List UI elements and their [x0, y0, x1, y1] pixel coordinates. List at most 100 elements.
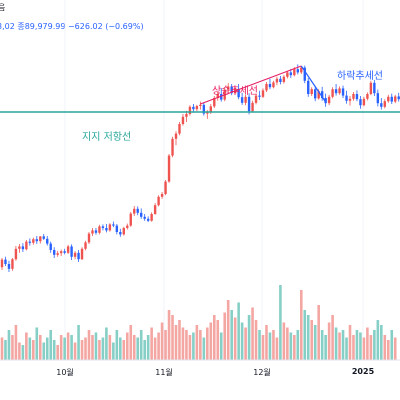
volume-bar [171, 315, 174, 360]
volume-bar [66, 332, 70, 360]
volume-bar [230, 310, 233, 360]
candle-body [272, 82, 275, 88]
volume-bar [52, 340, 56, 360]
trend-lines [0, 65, 400, 113]
volume-bar [331, 315, 334, 360]
x-tick-november: 11월 [155, 368, 173, 377]
candle-body [122, 228, 125, 235]
price-candles [0, 64, 400, 272]
candle-body [331, 89, 334, 97]
candle-body [101, 226, 105, 228]
volume-bar [258, 330, 261, 360]
volume-bar [91, 335, 94, 360]
volume-bar [105, 327, 108, 360]
candle-body [157, 196, 160, 206]
volume-bar [251, 307, 254, 360]
volume-bar [334, 327, 338, 360]
candle-body [129, 213, 132, 226]
candle-body [181, 116, 185, 124]
volume-bar [38, 335, 42, 360]
candle-body [94, 230, 98, 233]
volume-bar [45, 337, 49, 360]
candle-body [126, 225, 129, 228]
candle-body [320, 91, 324, 98]
volume-bar [261, 335, 265, 360]
volume-bar [226, 300, 230, 360]
candle-body [153, 205, 157, 214]
volume-bar [265, 325, 268, 360]
volume-bar [219, 332, 223, 360]
uptrend-line [200, 65, 302, 105]
volume-bar [293, 335, 296, 360]
candle-body [59, 251, 63, 254]
candle-body [39, 236, 42, 242]
volume-bar [132, 335, 136, 360]
candle-body [268, 84, 272, 88]
candle-body [28, 241, 32, 243]
downtrend-line [300, 65, 327, 103]
volume-bar [42, 342, 46, 360]
downtrend-label: 하락추세선 [337, 71, 383, 82]
volume-bar [4, 340, 7, 360]
volume-bar [233, 317, 237, 360]
volume-bar [272, 330, 275, 360]
candle-body [18, 246, 21, 249]
candle-body [383, 101, 386, 107]
candle-body [73, 252, 77, 257]
volume-bar [352, 335, 355, 360]
candle-body [216, 94, 219, 98]
header-close-change: 종89,979.99 −626.02 (−0.69%) [17, 22, 144, 31]
volume-bar [188, 335, 192, 360]
volume-bar [359, 332, 362, 360]
volume-bar [195, 325, 199, 360]
candle-body [206, 112, 209, 114]
candle-body [279, 78, 282, 82]
volume-bar [160, 322, 164, 360]
volume-bar [212, 315, 216, 360]
volume-bar [380, 325, 383, 360]
candle-body [63, 251, 66, 253]
volume-bar [373, 330, 376, 360]
candle-body [53, 250, 56, 255]
candle-body [307, 80, 310, 94]
candle-body [289, 72, 293, 76]
volume-bar [240, 322, 244, 360]
candle-body [143, 216, 146, 219]
volume-bar [98, 340, 101, 360]
candle-body [247, 96, 251, 112]
volume-bar [324, 335, 327, 360]
volume-bar [386, 340, 390, 360]
volume-bar [56, 345, 59, 360]
volume-bar [94, 332, 98, 360]
candle-body [167, 155, 171, 182]
volume-bar [202, 337, 206, 360]
candle-body [310, 89, 313, 94]
candle-body [303, 67, 306, 81]
candle-body [49, 243, 52, 250]
candle-body [397, 96, 400, 100]
chart-grid [64, 0, 364, 360]
volume-bar [296, 330, 300, 360]
candle-body [185, 114, 188, 117]
volume-bar [125, 332, 129, 360]
volume-bar [14, 325, 18, 360]
volume-bar [390, 330, 394, 360]
candle-body [359, 99, 362, 106]
volume-bar [299, 290, 303, 360]
volume-bar [146, 335, 150, 360]
candle-body [136, 208, 139, 213]
volume-bar [286, 327, 289, 360]
volume-bar [313, 325, 317, 360]
volume-bar [199, 330, 202, 360]
candle-body [258, 95, 261, 97]
candle-body [115, 225, 119, 232]
volume-bar [306, 315, 310, 360]
volume-bar [254, 320, 258, 360]
candle-body [213, 98, 216, 107]
candle-body [66, 246, 70, 253]
volume-bar [268, 332, 272, 360]
candle-body [105, 228, 108, 231]
candle-body [355, 94, 359, 100]
volume-bar [178, 320, 181, 360]
